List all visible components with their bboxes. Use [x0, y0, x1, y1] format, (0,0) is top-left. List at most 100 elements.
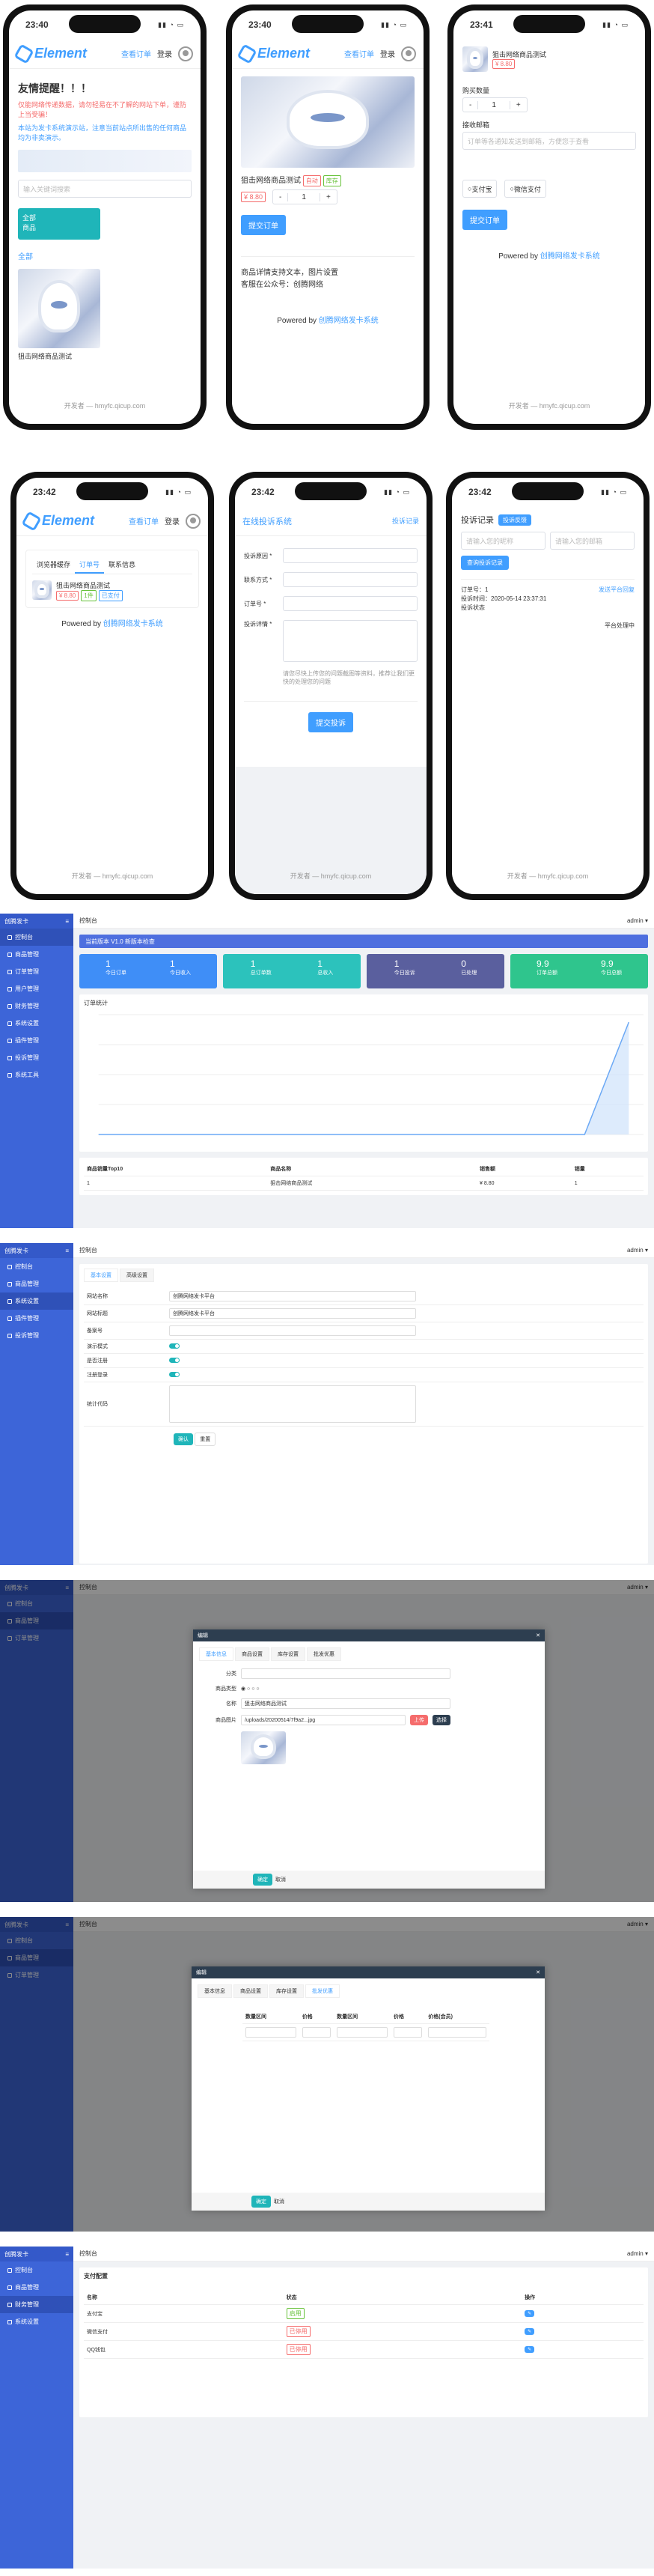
breadcrumb[interactable]: 控制台: [79, 917, 97, 924]
name-input[interactable]: 狙击网络商品测试: [241, 1698, 450, 1709]
close-icon[interactable]: ✕: [536, 1970, 540, 1975]
icp-input[interactable]: [169, 1325, 416, 1336]
sidebar-item[interactable]: 订单管理: [0, 963, 73, 980]
feedback-button[interactable]: 投诉反馈: [498, 514, 531, 526]
brand-logo[interactable]: Element: [13, 43, 115, 64]
admin-user[interactable]: admin ▾: [626, 1584, 648, 1591]
pick-button[interactable]: 选择: [433, 1715, 450, 1725]
reset-button[interactable]: 重置: [195, 1433, 216, 1446]
sidebar-item[interactable]: 用户管理: [0, 980, 73, 997]
brand-logo[interactable]: Element: [21, 510, 123, 532]
save-button[interactable]: 确认: [174, 1433, 193, 1445]
product-name[interactable]: 狙击网络商品测试: [18, 353, 73, 361]
edit-button[interactable]: ✎: [525, 2328, 535, 2335]
tab-basic[interactable]: 基本信息: [198, 1984, 232, 1998]
reply-link[interactable]: 发送平台回复: [599, 586, 635, 593]
product-image[interactable]: [18, 269, 100, 349]
query-button[interactable]: 查询投诉记录: [461, 556, 509, 570]
sidebar-item[interactable]: 商品管理: [0, 1949, 73, 1966]
register-toggle[interactable]: [169, 1357, 180, 1363]
admin-user[interactable]: admin ▾: [626, 2250, 648, 2257]
submit-order-button[interactable]: 提交订单: [462, 210, 507, 230]
order-item[interactable]: 狙击网络商品测试 ¥ 8.80 1件 已支付: [32, 580, 192, 601]
nav-orders[interactable]: 查看订单: [129, 518, 159, 526]
tab-stock[interactable]: 库存设置: [269, 1984, 304, 1998]
breadcrumb[interactable]: 控制台: [79, 2250, 97, 2257]
pay-alipay[interactable]: ○ 支付宝: [462, 180, 498, 198]
close-icon[interactable]: ✕: [536, 1633, 540, 1638]
nav-login[interactable]: 登录: [157, 51, 172, 59]
sidebar-item[interactable]: 插件管理: [0, 1310, 73, 1327]
sidebar-item[interactable]: 商品管理: [0, 946, 73, 963]
nav-orders[interactable]: 查看订单: [344, 51, 374, 59]
sidebar-item[interactable]: 系统设置: [0, 2313, 73, 2330]
email-input[interactable]: 请输入您的邮箱: [550, 532, 635, 550]
tab-wholesale[interactable]: 批发优惠: [307, 1647, 341, 1661]
sidebar-item[interactable]: 财务管理: [0, 997, 73, 1015]
tab-stock[interactable]: 库存设置: [271, 1647, 305, 1661]
contact-input[interactable]: [283, 572, 418, 587]
tab-product[interactable]: 商品设置: [235, 1647, 269, 1661]
sidebar-item[interactable]: 订单管理: [0, 1966, 73, 1984]
sidebar-item[interactable]: 系统工具: [0, 1066, 73, 1084]
sidebar-item[interactable]: 控制台: [0, 2261, 73, 2279]
sidebar-item[interactable]: 插件管理: [0, 1032, 73, 1049]
sidebar-item[interactable]: 投诉管理: [0, 1327, 73, 1344]
reason-select[interactable]: [283, 548, 418, 563]
tab-basic[interactable]: 基本信息: [199, 1647, 233, 1661]
login-toggle[interactable]: [169, 1371, 180, 1377]
tab-basic[interactable]: 基本设置: [84, 1269, 118, 1282]
submit-complaint-button[interactable]: 提交投诉: [308, 712, 353, 733]
avatar-icon[interactable]: [401, 46, 416, 61]
pay-wechat[interactable]: ○ 微信支付: [504, 180, 546, 198]
stats-code-textarea[interactable]: [169, 1385, 416, 1423]
admin-user[interactable]: admin ▾: [626, 1247, 648, 1254]
admin-user[interactable]: admin ▾: [626, 917, 648, 924]
breadcrumb[interactable]: 控制台: [79, 1921, 97, 1928]
breadcrumb[interactable]: 控制台: [79, 1584, 97, 1591]
sidebar-item[interactable]: 投诉管理: [0, 1049, 73, 1066]
type-radio[interactable]: ◉ ○ ○ ○: [241, 1686, 260, 1692]
table-row[interactable]: [242, 2023, 489, 2041]
sidebar-item[interactable]: 系统设置: [0, 1015, 73, 1032]
nav-login[interactable]: 登录: [165, 518, 180, 526]
name-input[interactable]: 请输入您的昵称: [461, 532, 545, 550]
sidebar-item[interactable]: 财务管理: [0, 2296, 73, 2313]
edit-button[interactable]: ✎: [525, 2310, 535, 2317]
sidebar-item[interactable]: 控制台: [0, 1258, 73, 1275]
tab-cache[interactable]: 浏览器缓存: [37, 561, 71, 568]
sidebar-item[interactable]: 控制台: [0, 1932, 73, 1949]
confirm-button[interactable]: 确定: [251, 2196, 271, 2208]
upload-button[interactable]: 上传: [410, 1715, 428, 1725]
quantity-stepper[interactable]: -1 +: [272, 189, 337, 204]
site-title-input[interactable]: 创腾网络发卡平台: [169, 1308, 416, 1319]
buy-button[interactable]: 提交订单: [241, 215, 286, 235]
breadcrumb[interactable]: 控制台: [79, 1247, 97, 1254]
cancel-button[interactable]: 取消: [275, 1877, 286, 1883]
tab-order-no[interactable]: 订单号: [75, 556, 105, 574]
tab-wholesale[interactable]: 批发优惠: [305, 1984, 340, 1998]
confirm-button[interactable]: 确定: [253, 1874, 272, 1886]
sidebar-item[interactable]: 商品管理: [0, 1275, 73, 1292]
sidebar-item[interactable]: 控制台: [0, 929, 73, 946]
detail-textarea[interactable]: [283, 620, 418, 662]
sidebar-item[interactable]: 订单管理: [0, 1629, 73, 1647]
admin-user[interactable]: admin ▾: [626, 1921, 648, 1928]
sidebar-item[interactable]: 系统设置: [0, 1292, 73, 1310]
tab-contact[interactable]: 联系信息: [109, 561, 136, 568]
avatar-icon[interactable]: [178, 46, 193, 61]
sidebar-item[interactable]: 商品管理: [0, 2279, 73, 2296]
sidebar-item[interactable]: 商品管理: [0, 1612, 73, 1629]
email-input[interactable]: 订单等各通知发送到邮箱，方便您于查看: [462, 132, 636, 150]
edit-button[interactable]: ✎: [525, 2346, 535, 2353]
image-path-input[interactable]: /uploads/20200514/7f9a2...jpg: [241, 1715, 406, 1725]
avatar-icon[interactable]: [186, 513, 201, 529]
order-input[interactable]: [283, 596, 418, 611]
quantity-stepper[interactable]: -1 +: [462, 97, 528, 112]
site-name-input[interactable]: 创腾网络发卡平台: [169, 1291, 416, 1301]
nav-orders[interactable]: 查看订单: [121, 51, 151, 59]
sidebar-item[interactable]: 控制台: [0, 1595, 73, 1612]
demo-toggle[interactable]: [169, 1343, 180, 1349]
tab-product[interactable]: 商品设置: [233, 1984, 268, 1998]
category-button[interactable]: 全部 商品: [18, 208, 100, 240]
